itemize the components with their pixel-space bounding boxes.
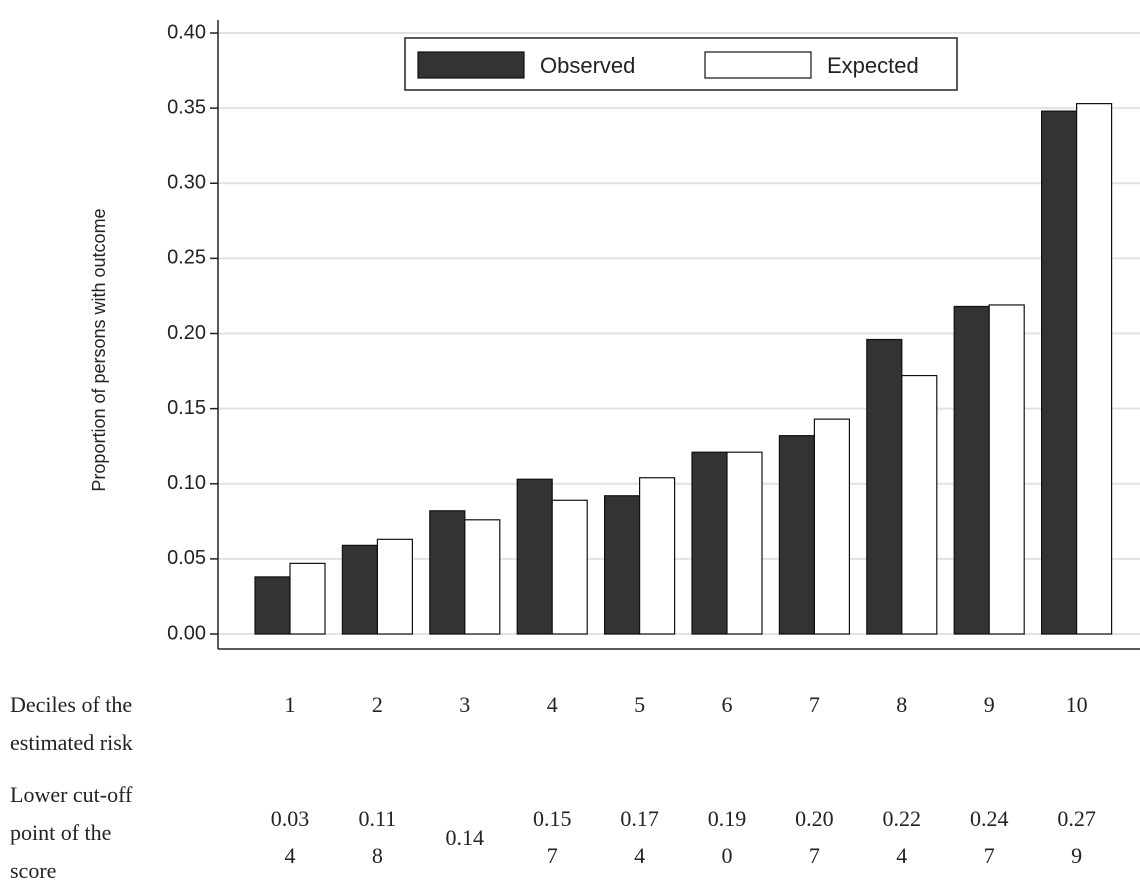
y-tick-label: 0.20: [167, 322, 206, 344]
bar: [289, 562, 326, 635]
legend-label: Observed: [540, 53, 635, 78]
row-label: Deciles of the estimated risk: [10, 692, 133, 755]
bar: [726, 451, 763, 635]
bar: [1040, 110, 1078, 635]
bar: [429, 510, 466, 635]
decile-label: 2: [371, 692, 383, 717]
decile-label: 8: [896, 692, 908, 717]
decile-label: 6: [721, 692, 733, 717]
y-tick-label: 0.05: [167, 547, 206, 569]
decile-label: 10: [1065, 692, 1088, 717]
y-tick-label: 0.35: [167, 96, 206, 118]
bar: [1075, 103, 1113, 635]
y-axis-label: Proportion of persons with outcome: [89, 208, 109, 491]
chart: Proportion of persons with outcome 0.00 0…: [89, 20, 1140, 650]
cutoff-value: 0.207: [795, 806, 834, 868]
y-tick-label: 0.00: [167, 622, 206, 644]
decile-label: 5: [634, 692, 646, 717]
bar: [901, 374, 938, 635]
y-tick-label: 0.40: [167, 21, 206, 43]
legend-label: Expected: [827, 53, 919, 78]
cutoff-value: 0.14: [445, 824, 485, 850]
bar: [464, 519, 501, 635]
cutoff-value: 0.279: [1057, 806, 1096, 868]
y-tick-label: 0.10: [167, 472, 206, 494]
bar: [813, 418, 851, 635]
cutoff-value: 0.247: [969, 806, 1009, 868]
bar: [376, 538, 413, 635]
bar: [638, 477, 676, 635]
bar: [551, 499, 588, 635]
decile-label: 9: [983, 692, 995, 717]
bar: [778, 435, 816, 635]
cutoff-value: 0.224: [882, 806, 922, 868]
legend-swatch: [417, 51, 525, 79]
cutoff-value: 0.118: [358, 806, 397, 868]
bar: [254, 576, 291, 635]
bar: [866, 338, 903, 635]
bar: [603, 495, 641, 635]
legend-swatch: [704, 51, 812, 79]
y-tick-label: 0.30: [167, 172, 206, 194]
cutoff-value: 0.034: [270, 806, 310, 868]
decile-label: 1: [284, 692, 296, 717]
cutoff-value: 0.190: [707, 806, 747, 868]
decile-label: 3: [459, 692, 471, 717]
bar: [341, 544, 378, 635]
decile-label: 4: [546, 692, 558, 717]
cutoff-value: 0.174: [620, 806, 659, 868]
bar: [988, 304, 1025, 635]
cutoff-value: 0.157: [532, 806, 572, 868]
bar: [953, 305, 990, 635]
bar: [516, 478, 553, 635]
row-label: Lower cut-off point of the score: [10, 782, 133, 883]
decile-label: 7: [808, 692, 820, 717]
y-tick-label: 0.15: [167, 397, 206, 419]
bar: [691, 451, 728, 635]
y-tick-label: 0.25: [167, 247, 206, 269]
